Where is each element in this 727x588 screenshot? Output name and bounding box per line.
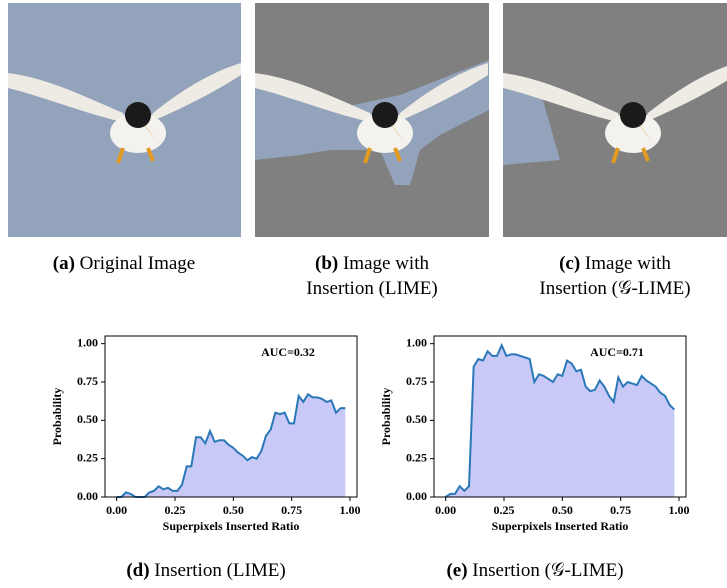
caption-text: Image with — [585, 253, 672, 274]
x-tick-label: 0.25 — [494, 503, 515, 517]
image-caption: (c) Image with — [559, 253, 671, 274]
image-caption: Insertion (𝒢-LIME) — [539, 278, 690, 299]
x-tick-label: 0.25 — [165, 503, 186, 517]
y-tick-label: 0.25 — [77, 450, 98, 464]
x-tick-label: 0.50 — [223, 503, 244, 517]
caption-text: Insertion (𝒢-LIME) — [472, 560, 623, 581]
y-tick-label: 0.00 — [77, 489, 98, 503]
caption-label: (b) — [315, 253, 338, 274]
image-caption: (a) Original Image — [53, 253, 195, 274]
image-caption: Insertion (LIME) — [306, 278, 437, 299]
y-tick-label: 0.25 — [406, 450, 427, 464]
caption-label: (d) — [126, 560, 149, 581]
image-caption: (b) Image with — [315, 253, 429, 274]
x-tick-label: 0.75 — [610, 503, 631, 517]
y-tick-label: 0.50 — [406, 412, 427, 426]
area-fill — [446, 345, 675, 497]
y-tick-label: 0.75 — [77, 374, 98, 388]
page: (a) Original Image (b) Image with Insertio… — [0, 0, 727, 588]
caption-label: (e) — [446, 560, 467, 581]
figure: (a) Original Image (b) Image with Insertio… — [0, 0, 727, 588]
original-image — [8, 3, 241, 237]
y-tick-label: 1.00 — [77, 335, 98, 349]
annotation: AUC=0.32 — [261, 345, 315, 359]
x-tick-label: 1.00 — [669, 503, 690, 517]
glime-image — [503, 3, 727, 237]
lime-image — [255, 3, 489, 237]
x-tick-label: 0.00 — [435, 503, 456, 517]
x-axis-label: Superpixels Inserted Ratio — [492, 519, 629, 533]
x-tick-label: 1.00 — [340, 503, 361, 517]
annotation: AUC=0.71 — [590, 345, 644, 359]
caption-text: Original Image — [80, 253, 196, 274]
caption-text: Insertion (LIME) — [306, 278, 437, 299]
x-axis-label: Superpixels Inserted Ratio — [163, 519, 300, 533]
caption-text: Insertion (𝒢-LIME) — [539, 278, 690, 299]
caption-text: Image with — [343, 253, 430, 274]
chart-caption: (d) Insertion (LIME) — [126, 560, 285, 581]
caption-label: (a) — [53, 253, 75, 274]
caption-label: (c) — [559, 253, 580, 274]
y-tick-label: 0.00 — [406, 489, 427, 503]
x-tick-label: 0.75 — [281, 503, 302, 517]
y-tick-label: 1.00 — [406, 335, 427, 349]
chart-caption: (e) Insertion (𝒢-LIME) — [446, 560, 623, 581]
y-tick-label: 0.75 — [406, 374, 427, 388]
y-axis-label: Probability — [50, 388, 64, 446]
y-axis-label: Probability — [379, 388, 393, 446]
y-tick-label: 0.50 — [77, 412, 98, 426]
x-tick-label: 0.00 — [106, 503, 127, 517]
x-tick-label: 0.50 — [552, 503, 573, 517]
caption-text: Insertion (LIME) — [154, 560, 285, 581]
